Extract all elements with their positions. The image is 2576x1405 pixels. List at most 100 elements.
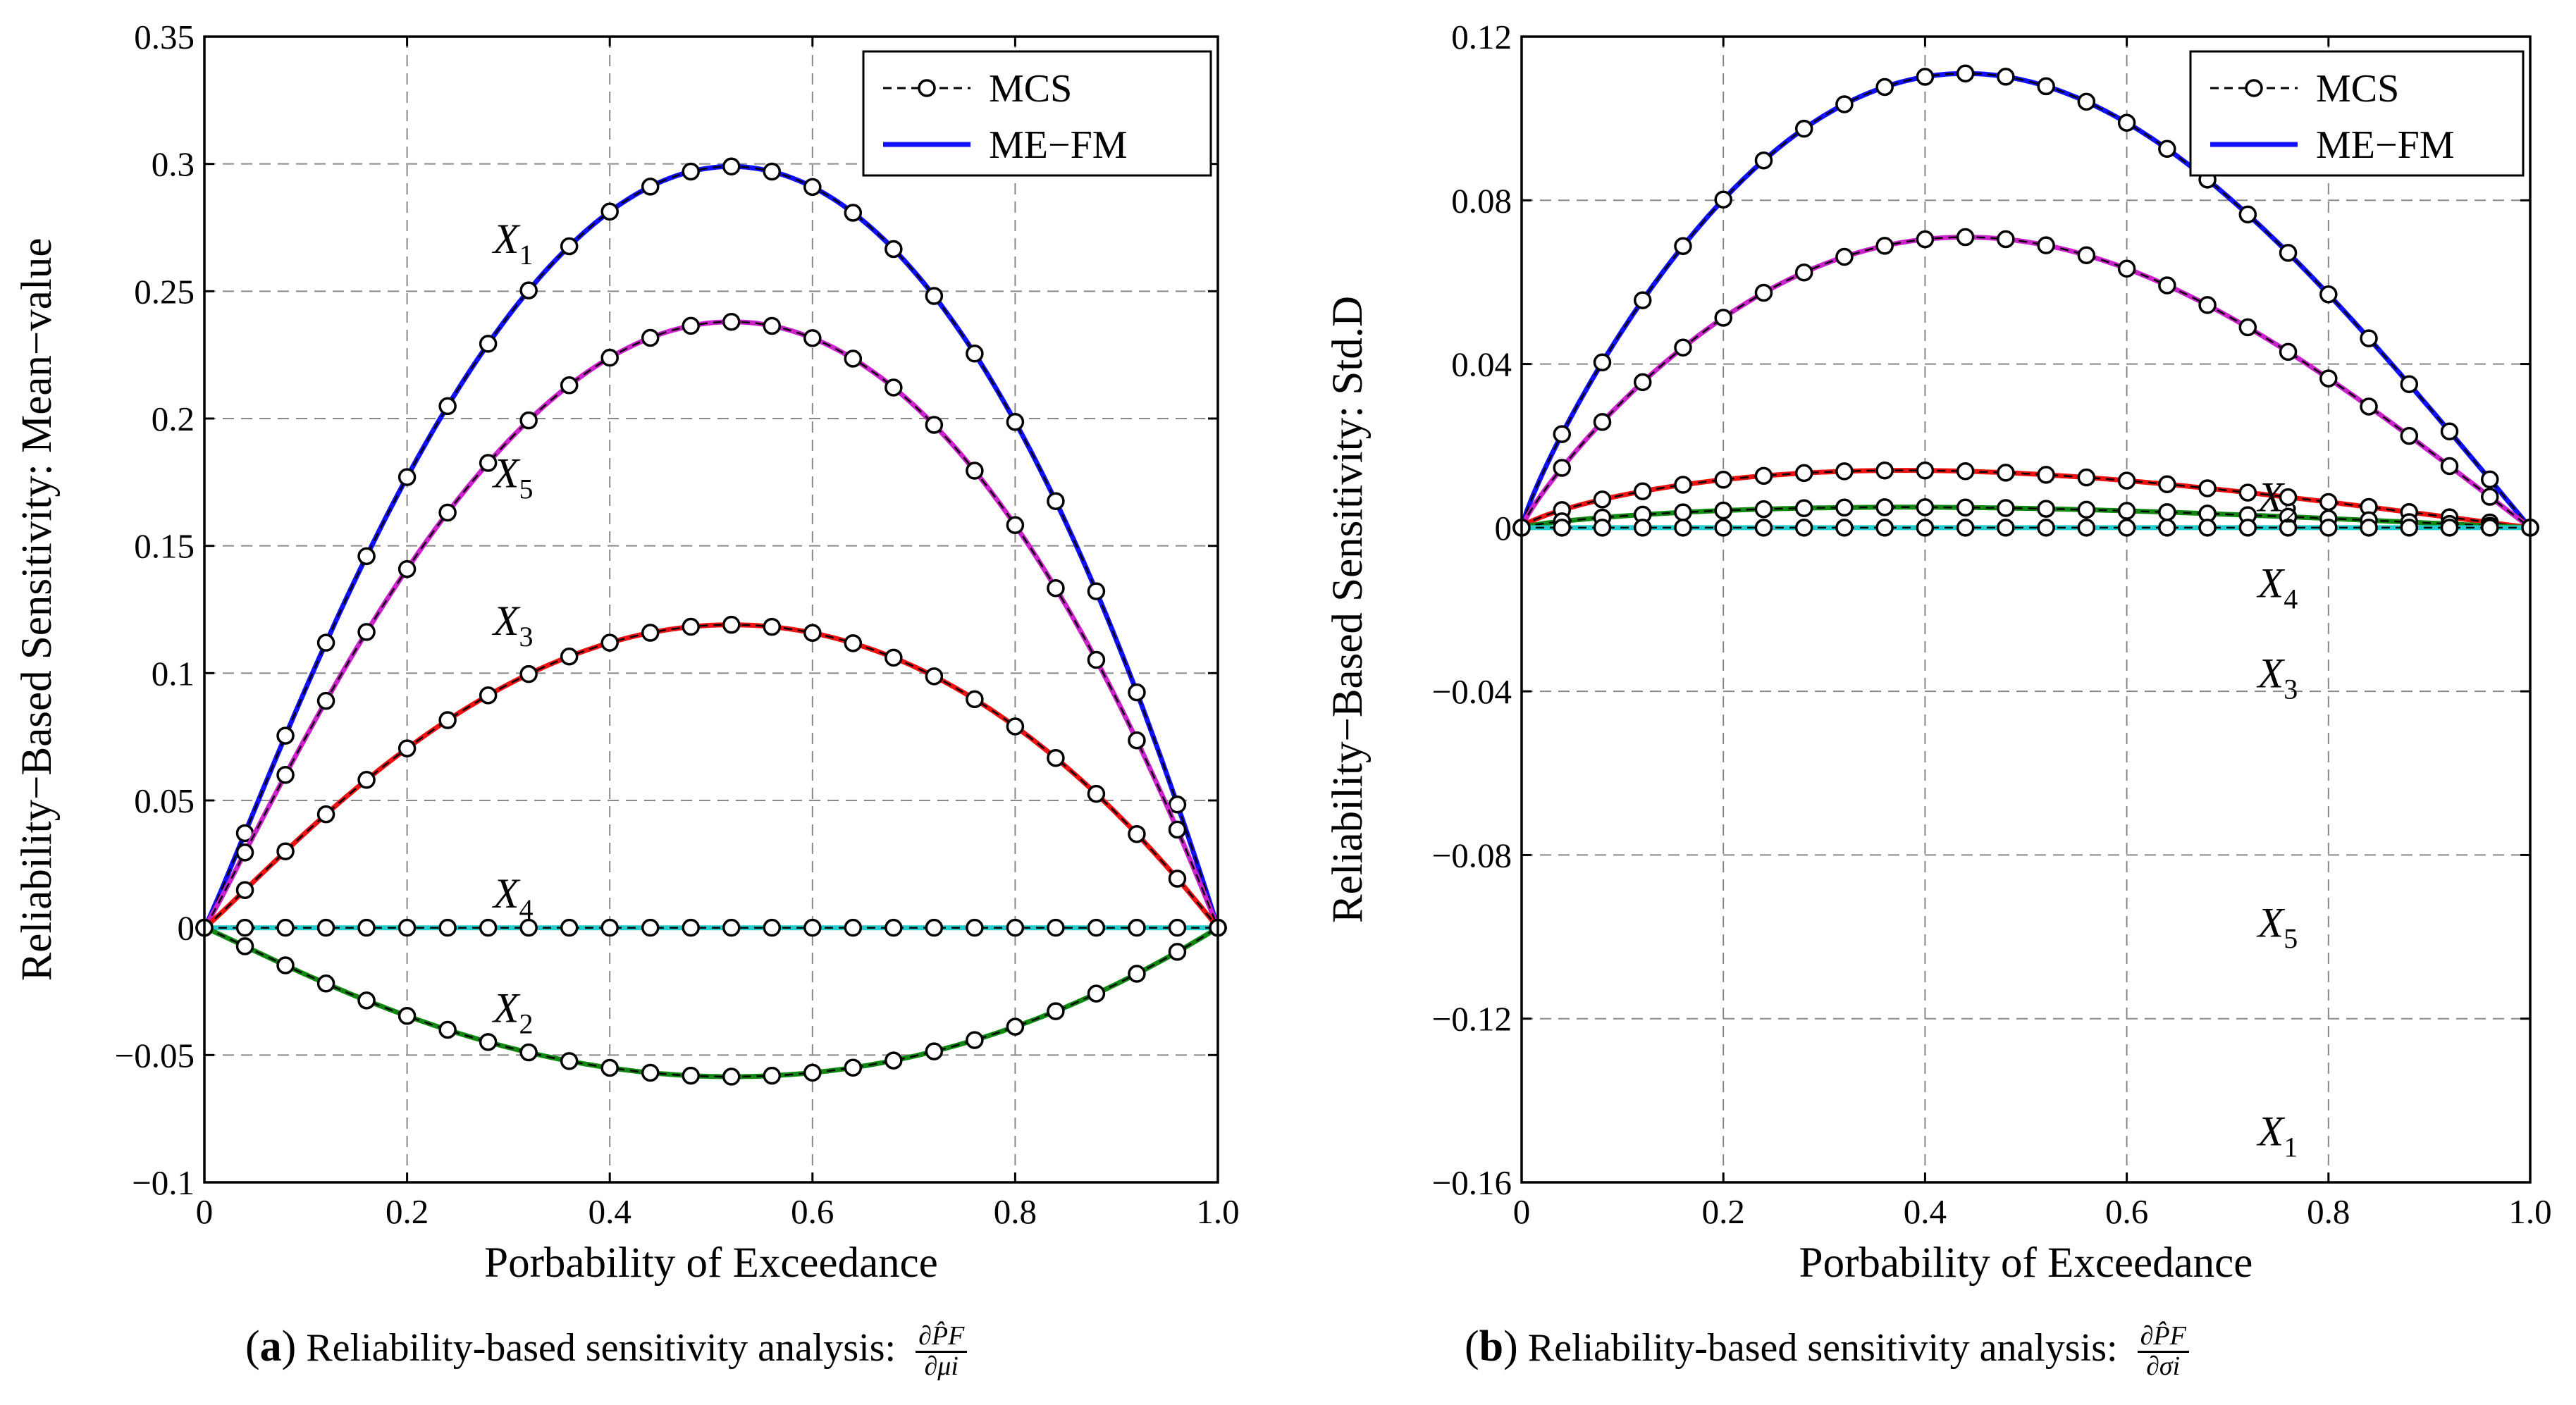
- y-tick-label: 0: [1495, 509, 1512, 547]
- series-marker-x4: [803, 918, 822, 937]
- series-marker-x2: [316, 974, 335, 993]
- series-marker-x3: [1633, 482, 1652, 500]
- curve-label-x1: X1: [492, 216, 534, 271]
- series-marker-x5: [1754, 283, 1773, 302]
- series-marker-x5: [1633, 373, 1652, 392]
- series-marker-x5: [316, 691, 335, 710]
- x-tick-label: 0.8: [2307, 1192, 2350, 1231]
- series-marker-x3: [1875, 461, 1894, 480]
- series-marker-x1: [1875, 78, 1894, 97]
- series-marker-x4: [1916, 498, 1935, 516]
- series-marker-x2: [1835, 519, 1854, 537]
- series-marker-x4: [1997, 499, 2015, 517]
- series-marker-x4: [1674, 503, 1692, 521]
- series-marker-x5: [925, 416, 944, 434]
- series-marker-x5: [966, 462, 984, 480]
- axes-frame: [1520, 35, 2532, 1184]
- series-marker-x4: [966, 918, 984, 937]
- series-marker-x1: [763, 162, 782, 181]
- series-marker-x1: [1835, 95, 1854, 113]
- series-marker-x1: [1916, 68, 1935, 86]
- series-marker-x3: [1128, 824, 1146, 843]
- series-marker-x4: [885, 918, 903, 937]
- curve-label-x4: X4: [2257, 560, 2298, 615]
- series-marker-x1: [1633, 291, 1652, 309]
- x-tick-label: 0.4: [588, 1192, 631, 1231]
- series-marker-x1: [1006, 413, 1025, 431]
- series-marker-x2: [560, 1052, 579, 1070]
- series-marker-x5: [2117, 259, 2136, 278]
- series-marker-x2: [2279, 519, 2298, 537]
- series-marker-x1: [2037, 77, 2055, 96]
- series-marker-x2: [398, 1007, 417, 1025]
- series-marker-x4: [600, 918, 619, 937]
- x-tick-label: 0: [196, 1192, 214, 1231]
- series-marker-x5: [2158, 276, 2176, 295]
- series-marker-x3: [2238, 483, 2257, 502]
- series-mcs-line-x3: [204, 624, 1219, 929]
- series-marker-x3: [357, 771, 376, 789]
- series-marker-x4: [844, 918, 863, 937]
- series-marker-x5: [276, 765, 295, 784]
- series-marker-x3: [1835, 462, 1854, 481]
- series-marker-x3: [1754, 466, 1773, 485]
- series-marker-x2: [885, 1051, 903, 1070]
- y-tick-label: −0.16: [1432, 1163, 1512, 1202]
- series-marker-x5: [2279, 342, 2298, 361]
- series-marker-x4: [1087, 918, 1106, 937]
- series-marker-x5: [2198, 296, 2217, 314]
- series-marker-x2: [2238, 519, 2257, 537]
- series-marker-x5: [1047, 578, 1065, 598]
- legend-box: [2189, 50, 2525, 177]
- series-marker-x1: [1674, 237, 1692, 256]
- y-tick-label: 0.08: [1451, 181, 1512, 220]
- series-marker-x5: [844, 349, 863, 368]
- y-tick-label: −0.04: [1432, 672, 1512, 711]
- series-marker-x3: [519, 664, 538, 683]
- series-marker-x5: [2440, 457, 2459, 476]
- series-marker-x4: [925, 918, 944, 937]
- series-marker-x2: [1997, 519, 2015, 537]
- series-marker-x5: [1835, 247, 1854, 266]
- series-marker-x5: [1956, 228, 1975, 247]
- series-marker-x3: [925, 667, 944, 686]
- series-marker-x2: [844, 1058, 863, 1077]
- series-marker-x4: [316, 918, 335, 937]
- series-marker-x5: [560, 376, 579, 395]
- series-marker-x1: [1047, 492, 1065, 510]
- series-marker-x5: [1168, 820, 1187, 839]
- series-marker-x2: [1674, 519, 1692, 537]
- series-marker-x2: [641, 1063, 660, 1082]
- series-marker-x3: [1047, 748, 1065, 767]
- series-marker-x5: [1128, 731, 1146, 750]
- series-marker-x4: [1168, 918, 1187, 937]
- series-marker-x1: [1714, 190, 1732, 209]
- series-marker-x4: [235, 918, 254, 937]
- series-marker-x3: [2117, 471, 2136, 490]
- series-marker-x4: [2037, 500, 2055, 518]
- series-marker-x5: [438, 503, 457, 522]
- series-marker-x1: [2481, 470, 2499, 489]
- series-marker-x1: [1794, 119, 1813, 138]
- series-marker-x3: [763, 617, 782, 636]
- series-marker-x1: [925, 287, 944, 305]
- series-marker-x2: [357, 991, 376, 1010]
- series-marker-x4: [2117, 502, 2136, 520]
- series-marker-x3: [2037, 466, 2055, 484]
- caption-a-formula: ∂P̂F ∂μi: [916, 1322, 968, 1381]
- y-tick-label: 0.25: [134, 272, 195, 311]
- series-marker-x2: [1047, 1002, 1065, 1020]
- legend-label-mefm: ME−FM: [989, 123, 1128, 167]
- series-marker-x1: [803, 178, 822, 197]
- series-marker-x5: [682, 316, 700, 335]
- series-marker-x3: [966, 690, 984, 709]
- chart-panel-a: 0 0.2 0.4 0.6 0.8 1.0 −0.1 −0.05 0 0.05 0.1 0.15 0.2…: [13, 18, 1240, 1287]
- series-marker-x4: [438, 918, 457, 937]
- series-marker-x4: [1047, 918, 1065, 937]
- caption-a-text: Reliability-based sensitivity analysis:: [306, 1326, 896, 1370]
- series-marker-x1: [885, 240, 903, 259]
- series-marker-x3: [1593, 490, 1612, 509]
- series-marker-x3: [1087, 784, 1106, 803]
- series-marker-x4: [641, 918, 660, 937]
